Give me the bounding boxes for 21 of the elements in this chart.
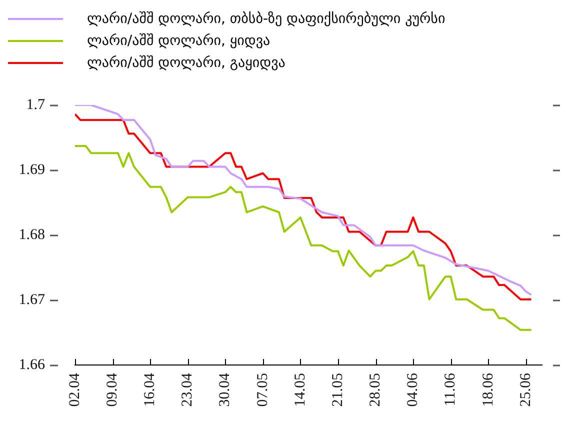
y-tick-label: 1.68 [18,226,45,243]
x-tick-label: 23.04 [180,372,196,407]
legend-label: ლარი/აშშ დოლარი, ყიდვა [87,33,270,49]
x-tick-label: 09.04 [104,372,121,407]
x-tick-label: 25.06 [518,372,534,407]
x-tick-label: 21.05 [330,373,346,407]
x-tick-label: 30.04 [217,372,234,407]
x-tick-label: 16.04 [142,372,158,407]
x-tick-label: 11.06 [442,372,459,406]
x-tick-label: 18.06 [480,372,496,407]
legend-label: ლარი/აშშ დოლარი, გაყიდვა [87,55,286,71]
y-tick-label: 1.67 [18,292,46,308]
x-tick-label: 07.05 [254,373,271,407]
y-tick-label: 1.66 [18,356,46,373]
legend-label: ლარი/აშშ დოლარი, თბსბ-ზე დაფიქსირებული კურსი [87,11,446,27]
x-tick-label: 02.04 [66,372,83,407]
x-tick-label: 28.05 [368,373,384,407]
x-tick-label: 04.06 [405,372,422,407]
y-tick-label: 1.7 [26,96,46,113]
y-tick-label: 1.69 [18,162,45,178]
x-tick-label: 14.05 [292,373,308,407]
